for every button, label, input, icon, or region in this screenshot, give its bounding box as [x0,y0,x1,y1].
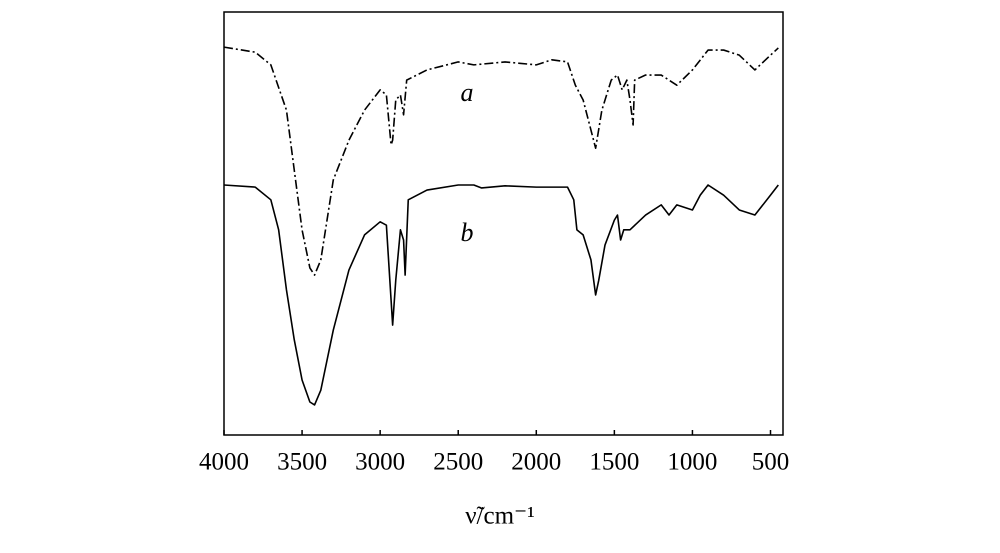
spectrum-line [223,46,779,276]
series-label: a [461,78,474,107]
x-tick-label: 1000 [667,449,717,476]
x-tick-label: 3500 [277,449,327,476]
plot-frame [223,11,784,436]
spectrum-line [223,184,779,406]
x-tick-label: 2500 [433,449,483,476]
x-tick-label: 500 [752,449,790,476]
x-tick-label: 3000 [355,449,405,476]
series-label: b [461,218,474,247]
x-axis-label: ν̃/cm⁻¹ [465,503,534,530]
x-tick-label: 2000 [511,449,561,476]
x-tick-label: 1500 [589,449,639,476]
x-tick-label: 4000 [199,449,249,476]
